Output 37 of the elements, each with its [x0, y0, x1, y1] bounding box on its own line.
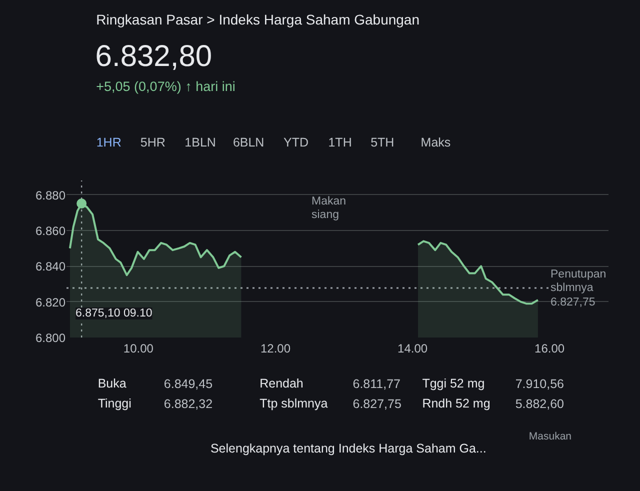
chart-title: Ringkasan Pasar > Indeks Harga Saham Gabungan: [96, 12, 420, 28]
text: Selengkapnya tentang Indeks Harga Saham Ga...: [210, 442, 486, 456]
annotation: Makan siang: [312, 196, 346, 221]
text: 1TH: [328, 136, 352, 150]
y-tick-label: 6.860: [35, 224, 66, 238]
text: 6.827,75: [352, 397, 402, 411]
chart-subtitle: 6.832,80: [95, 40, 212, 73]
text: Tggi 52 mg: [422, 376, 485, 390]
text: 5TH: [370, 136, 394, 150]
text: 6.811,77: [352, 377, 401, 391]
text: Masukan: [528, 430, 572, 442]
text: 5.882,60: [515, 397, 564, 411]
y-tick-label: 6.820: [35, 295, 66, 310]
x-tick-label: 14.00: [398, 342, 428, 356]
x-tick-label: 12.00: [260, 342, 291, 356]
annotation: 6.875,10 09.10: [76, 308, 152, 320]
text: Ttp sblmnya: [260, 396, 328, 410]
text: 7.910,56: [515, 377, 564, 391]
text: Rndh 52 mg: [422, 396, 490, 410]
text: 6.882,32: [164, 397, 213, 411]
y-tick-label: 6.880: [35, 188, 66, 202]
y-tick-label: 6.800: [35, 331, 66, 345]
text: Buka: [98, 376, 126, 390]
x-tick-label: 16.00: [534, 342, 565, 356]
text: Tinggi: [98, 396, 132, 410]
text: 6BLN: [232, 136, 264, 150]
text: Maks: [420, 136, 451, 150]
text: Rendah: [260, 376, 304, 390]
text: 6.849,45: [164, 377, 213, 391]
text: +5,05 (0,07%) ↑ hari ini: [96, 79, 236, 94]
text: 1HR: [96, 136, 122, 150]
text: 5HR: [140, 136, 166, 150]
ref-line-label: Penutupan sblmnya 6.827,75: [550, 268, 606, 308]
x-tick-label: 10.00: [123, 342, 154, 356]
y-tick-label: 6.840: [35, 260, 66, 274]
text: 1BLN: [184, 136, 216, 150]
text: YTD: [284, 136, 309, 150]
